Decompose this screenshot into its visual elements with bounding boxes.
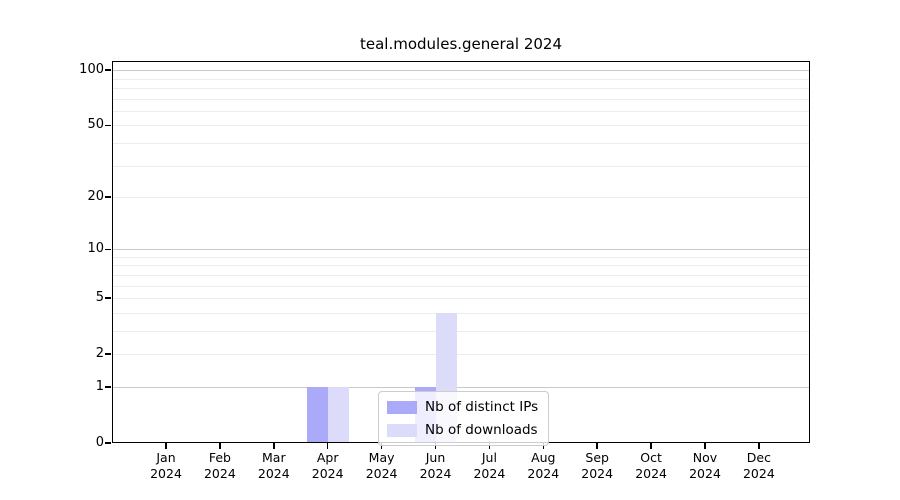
y-tick-mark [105, 248, 111, 250]
legend: Nb of distinct IPs Nb of downloads [378, 391, 550, 446]
x-tick-mark [704, 443, 706, 449]
x-tick-label: Mar 2024 [257, 450, 290, 481]
y-tick-label: 50 [87, 117, 104, 133]
legend-swatch-distinct-ips [387, 400, 417, 414]
plot-border [112, 61, 810, 443]
x-tick-mark [326, 443, 329, 449]
y-tick-label: 100 [79, 62, 104, 78]
legend-label-downloads: Nb of downloads [425, 422, 538, 438]
x-tick-mark [165, 443, 167, 449]
x-tick-label: Sep 2024 [581, 450, 614, 481]
x-tick-label: Nov 2024 [689, 450, 721, 481]
y-tick-mark [105, 297, 111, 299]
y-tick-mark [105, 442, 111, 444]
legend-row-distinct-ips: Nb of distinct IPs [387, 399, 538, 415]
y-tick-mark [105, 353, 111, 355]
legend-row-downloads: Nb of downloads [387, 422, 538, 438]
x-tick-mark [758, 443, 760, 449]
x-tick-label: Aug 2024 [527, 450, 560, 481]
x-tick-label: May 2024 [365, 450, 398, 481]
y-tick-mark [105, 124, 111, 127]
x-tick-label: Jan 2024 [150, 450, 182, 481]
y-tick-label: 2 [95, 346, 104, 362]
x-tick-label: Jun 2024 [419, 450, 452, 481]
y-tick-label: 1 [95, 378, 104, 394]
y-tick-mark [105, 196, 111, 198]
y-tick-mark [105, 386, 111, 388]
x-tick-mark [596, 443, 598, 449]
x-tick-label: Feb 2024 [203, 450, 236, 481]
x-tick-label: Dec 2024 [742, 450, 775, 481]
x-tick-mark [650, 443, 652, 449]
x-tick-label: Apr 2024 [311, 450, 344, 481]
y-tick-label: 0 [95, 435, 104, 450]
y-tick-label: 10 [87, 241, 104, 257]
x-tick-label: Jul 2024 [473, 450, 506, 481]
x-tick-label: Oct 2024 [635, 450, 667, 481]
x-tick-mark [219, 443, 221, 449]
y-tick-mark [105, 69, 111, 71]
chart-title: teal.modules.general 2024 [360, 35, 562, 53]
legend-label-distinct-ips: Nb of distinct IPs [425, 399, 539, 415]
y-tick-label: 5 [95, 290, 104, 306]
y-tick-label: 20 [87, 189, 104, 204]
legend-swatch-downloads [387, 423, 417, 437]
x-tick-mark [273, 443, 275, 449]
